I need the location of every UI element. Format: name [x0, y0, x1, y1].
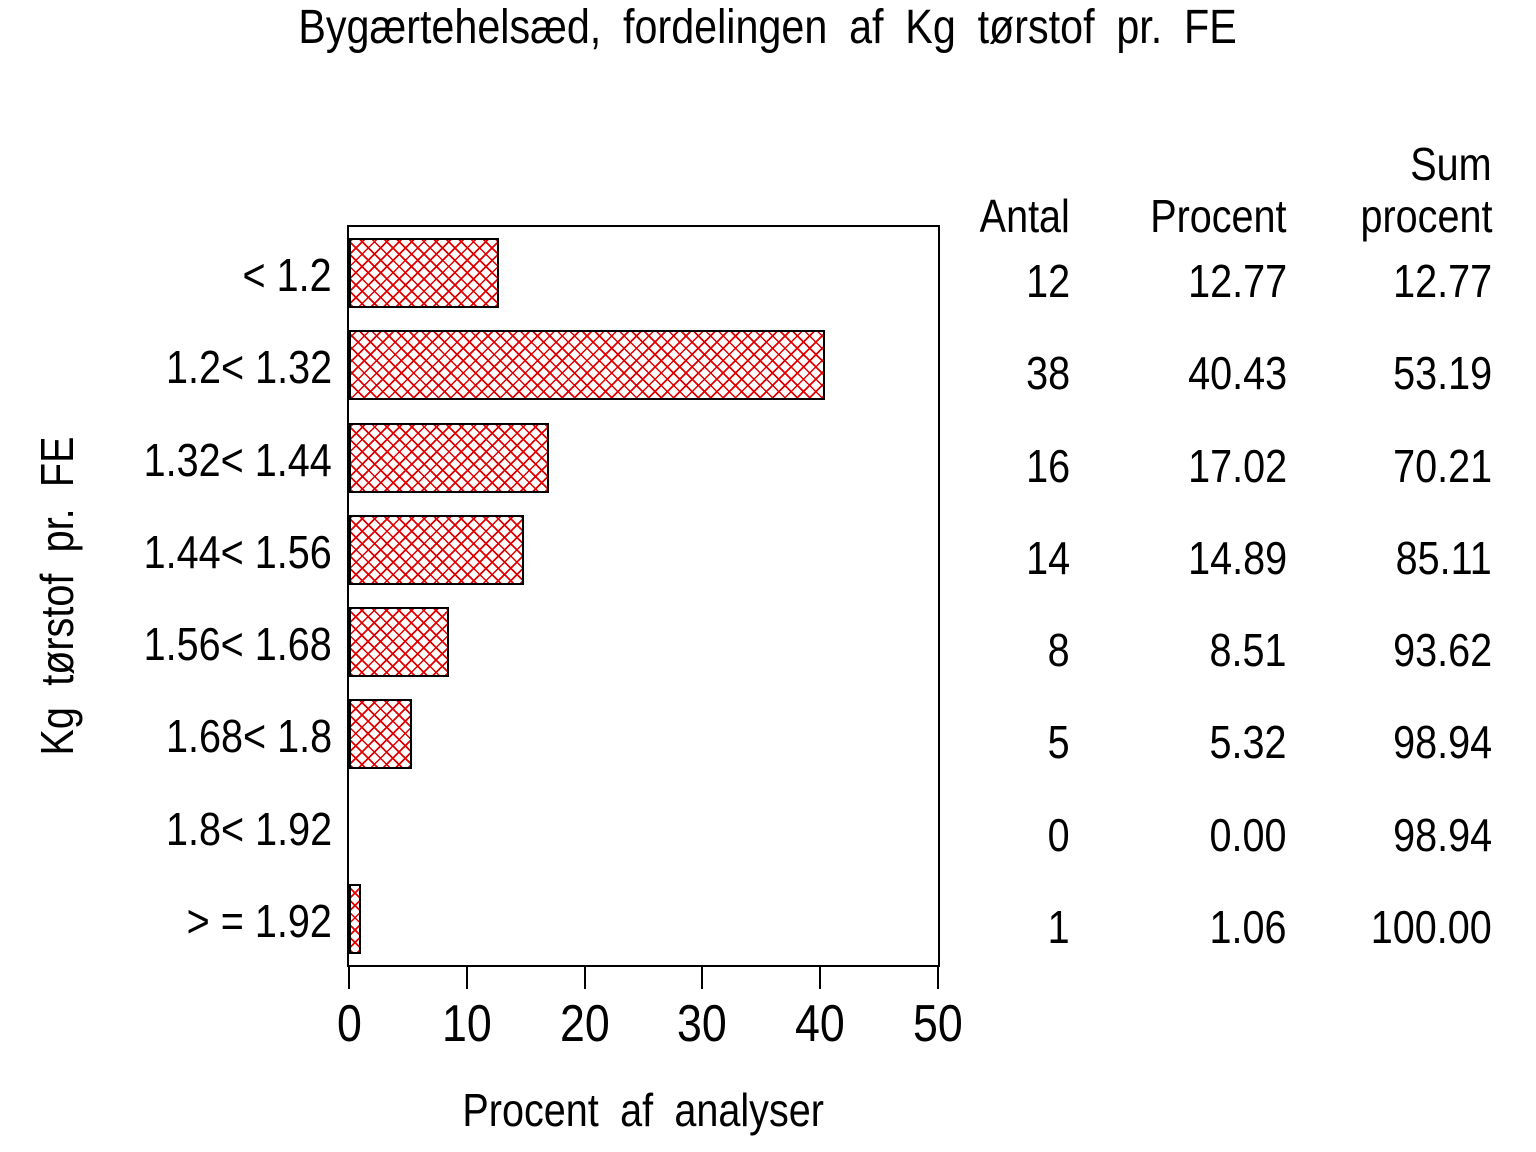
x-tick-label-3: 30: [632, 996, 772, 1052]
plot-area: [347, 225, 940, 967]
table-cell-antal-text-2: 16: [1025, 439, 1070, 492]
table-cell-antal-5: 5: [790, 716, 1070, 768]
category-label-text-4: 1.56< 1.68: [143, 618, 332, 671]
x-tick-4: [819, 967, 822, 989]
table-header-sum-line2: procent: [1360, 190, 1492, 242]
x-tick-3: [701, 967, 704, 989]
table-header-antal: Antal: [979, 190, 1070, 242]
x-tick-label-text-0: 0: [336, 995, 362, 1053]
x-tick-label-0: 0: [279, 996, 419, 1052]
table-cell-procent-text-3: 14.89: [1187, 531, 1287, 584]
table-cell-antal-7: 1: [790, 901, 1070, 953]
table-cell-antal-text-3: 14: [1025, 531, 1070, 584]
x-tick-label-1: 10: [397, 996, 537, 1052]
category-label-text-2: 1.32< 1.44: [143, 433, 332, 486]
table-cell-procent-text-7: 1.06: [1210, 900, 1287, 953]
bar-4: [349, 607, 450, 677]
x-tick-1: [465, 967, 468, 989]
chart-title: Bygærtehelsæd, fordelingen af Kg tørstof…: [0, 0, 1536, 56]
bar-0: [349, 238, 500, 308]
x-tick-5: [937, 967, 939, 989]
table-cell-procent-text-2: 17.02: [1187, 439, 1287, 492]
x-tick-label-5: 50: [868, 996, 1008, 1052]
table-cell-procent-4: 8.51: [1007, 624, 1287, 676]
table-cell-antal-text-1: 38: [1025, 347, 1070, 400]
table-cell-procent-3: 14.89: [1007, 532, 1287, 584]
x-tick-label-text-2: 20: [559, 995, 610, 1053]
x-tick-label-text-1: 10: [441, 995, 492, 1053]
category-label-text-7: > = 1.92: [186, 894, 332, 947]
category-label-text-3: 1.44< 1.56: [143, 525, 332, 578]
table-cell-sum-0: 12.77: [1212, 255, 1492, 307]
category-label-0: < 1.2: [92, 249, 332, 301]
x-tick-label-2: 20: [515, 996, 655, 1052]
table-cell-sum-text-4: 93.62: [1392, 624, 1492, 677]
bar-7: [349, 883, 362, 954]
table-cell-sum-2: 70.21: [1212, 440, 1492, 492]
category-label-text-5: 1.68< 1.8: [165, 710, 332, 763]
category-label-text-1: 1.2< 1.32: [165, 341, 332, 394]
table-header-procent: Procent: [1150, 190, 1287, 242]
category-label-4: 1.56< 1.68: [92, 618, 332, 670]
table-cell-sum-text-6: 98.94: [1392, 808, 1492, 861]
category-label-6: 1.8< 1.92: [92, 803, 332, 855]
table-header-sum-line1: Sum: [1410, 138, 1492, 190]
table-cell-procent-text-6: 0.00: [1210, 808, 1287, 861]
table-cell-antal-0: 12: [790, 255, 1070, 307]
table-cell-procent-text-1: 40.43: [1187, 347, 1287, 400]
table-cell-sum-4: 93.62: [1212, 624, 1492, 676]
bar-1: [349, 330, 826, 401]
table-cell-sum-1: 53.19: [1212, 347, 1492, 399]
table-cell-procent-text-4: 8.51: [1210, 624, 1287, 677]
table-cell-antal-text-7: 1: [1047, 900, 1070, 953]
bar-5: [349, 699, 412, 770]
category-label-5: 1.68< 1.8: [92, 710, 332, 762]
table-cell-sum-text-5: 98.94: [1392, 716, 1492, 769]
x-tick-label-text-3: 30: [677, 995, 728, 1053]
table-cell-antal-1: 38: [790, 347, 1070, 399]
category-label-text-6: 1.8< 1.92: [165, 802, 332, 855]
table-cell-procent-1: 40.43: [1007, 347, 1287, 399]
table-cell-sum-text-3: 85.11: [1395, 531, 1492, 584]
y-axis-label: Kg tørstof pr. FE: [31, 436, 83, 756]
category-label-text-0: < 1.2: [242, 249, 332, 302]
x-axis-label-text: Procent af analyser: [462, 1084, 825, 1136]
table-cell-sum-7: 100.00: [1212, 901, 1492, 953]
bar-2: [349, 422, 550, 493]
table-cell-antal-3: 14: [790, 532, 1070, 584]
table-cell-antal-2: 16: [790, 440, 1070, 492]
table-cell-antal-text-4: 8: [1047, 624, 1070, 677]
table-cell-procent-7: 1.06: [1007, 901, 1287, 953]
table-cell-antal-text-6: 0: [1047, 808, 1070, 861]
table-cell-procent-text-5: 5.32: [1210, 716, 1287, 769]
table-cell-procent-0: 12.77: [1007, 255, 1287, 307]
table-cell-sum-text-0: 12.77: [1392, 255, 1492, 308]
category-label-1: 1.2< 1.32: [92, 341, 332, 393]
category-label-2: 1.32< 1.44: [92, 434, 332, 486]
category-label-3: 1.44< 1.56: [92, 526, 332, 578]
table-cell-sum-text-7: 100.00: [1370, 900, 1492, 953]
x-tick-label-text-4: 40: [795, 995, 846, 1053]
table-cell-antal-text-5: 5: [1047, 716, 1070, 769]
table-cell-sum-3: 85.11: [1212, 532, 1492, 584]
table-cell-sum-text-2: 70.21: [1392, 439, 1492, 492]
table-cell-procent-5: 5.32: [1007, 716, 1287, 768]
category-label-7: > = 1.92: [92, 895, 332, 947]
x-axis-label: Procent af analyser: [347, 1084, 940, 1136]
table-cell-antal-text-0: 12: [1025, 255, 1070, 308]
table-cell-sum-5: 98.94: [1212, 716, 1492, 768]
bar-3: [349, 514, 525, 585]
table-cell-procent-6: 0.00: [1007, 809, 1287, 861]
table-cell-antal-4: 8: [790, 624, 1070, 676]
table-cell-procent-2: 17.02: [1007, 440, 1287, 492]
table-cell-sum-text-1: 53.19: [1392, 347, 1492, 400]
table-cell-sum-6: 98.94: [1212, 809, 1492, 861]
table-cell-antal-6: 0: [790, 809, 1070, 861]
chart-title-text: Bygærtehelsæd, fordelingen af Kg tørstof…: [298, 1, 1238, 54]
x-tick-0: [348, 967, 350, 989]
x-tick-2: [583, 967, 586, 989]
x-tick-label-4: 40: [750, 996, 890, 1052]
table-cell-procent-text-0: 12.77: [1187, 255, 1287, 308]
x-tick-label-text-5: 50: [913, 995, 963, 1053]
